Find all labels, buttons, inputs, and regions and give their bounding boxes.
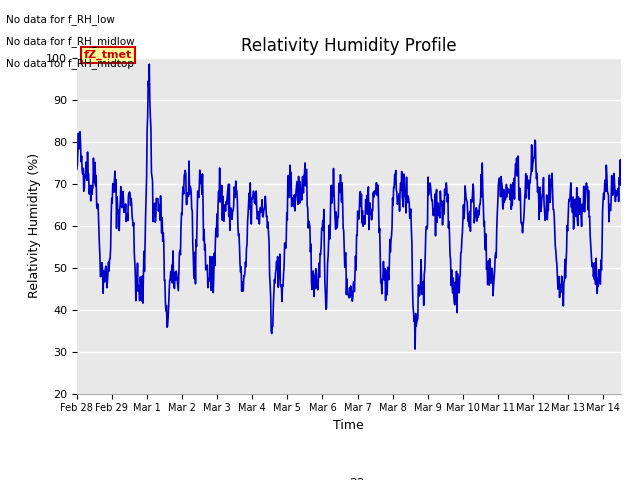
- Text: No data for f_RH_midtop: No data for f_RH_midtop: [6, 58, 134, 69]
- Text: No data for f_RH_midlow: No data for f_RH_midlow: [6, 36, 135, 47]
- Title: Relativity Humidity Profile: Relativity Humidity Profile: [241, 36, 456, 55]
- Text: No data for f_RH_low: No data for f_RH_low: [6, 14, 115, 25]
- Legend: 22m: 22m: [316, 472, 382, 480]
- Y-axis label: Relativity Humidity (%): Relativity Humidity (%): [28, 153, 40, 298]
- X-axis label: Time: Time: [333, 419, 364, 432]
- Text: fZ_tmet: fZ_tmet: [84, 49, 132, 60]
